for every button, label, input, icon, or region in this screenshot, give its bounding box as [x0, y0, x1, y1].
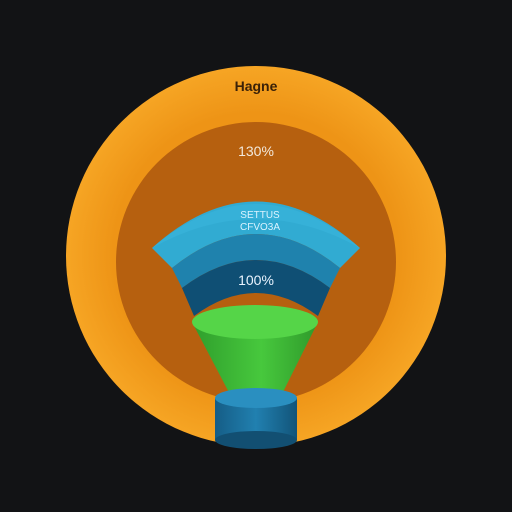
funnel-cone	[192, 322, 318, 402]
fan-band-label-line1: SETTUS	[240, 210, 280, 221]
fan-band-label: SETTUS CFVO3A	[240, 210, 280, 234]
fan-band-middle	[172, 234, 340, 288]
outer-ring-label: Hagne	[234, 78, 278, 94]
base-cylinder-bottom	[215, 431, 297, 449]
inner-band-label: 100%	[238, 272, 274, 288]
base-cylinder-top	[215, 388, 297, 408]
funnel-top	[192, 305, 318, 339]
fan-band-label-line2: CFVO3A	[239, 222, 281, 233]
fan-band-top-face	[152, 204, 360, 248]
fan-band-bottom	[182, 260, 330, 316]
middle-ring-label: 130%	[238, 143, 274, 159]
